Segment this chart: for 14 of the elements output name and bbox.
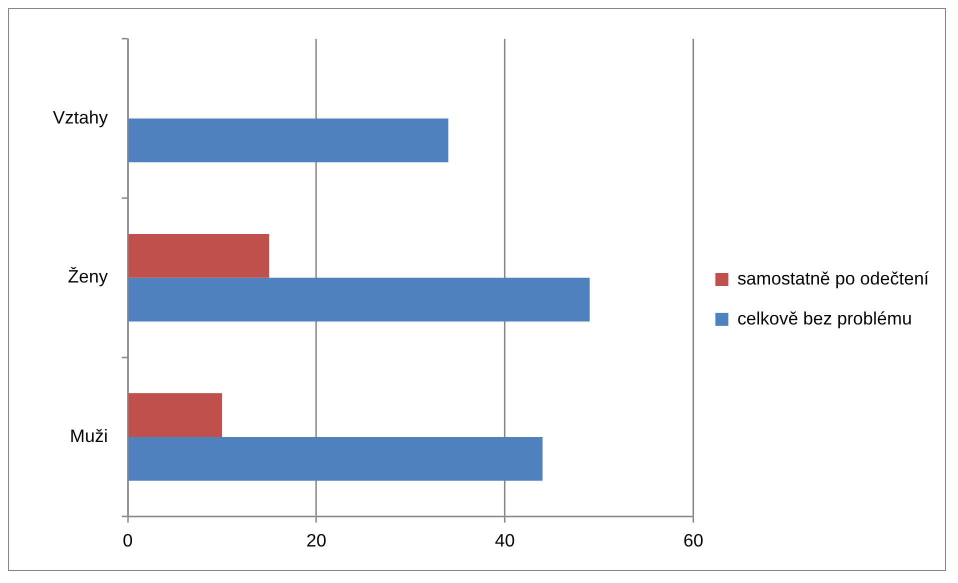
x-tick-label: 60 xyxy=(683,530,704,550)
bar xyxy=(128,393,222,437)
bar xyxy=(128,118,448,162)
legend-label: celkově bez problému xyxy=(737,308,912,328)
x-tick-label: 20 xyxy=(306,530,326,550)
bar xyxy=(128,234,270,278)
y-tick-label: Ženy xyxy=(68,266,108,287)
y-tick-label: Muži xyxy=(70,426,108,446)
x-tick-label: 0 xyxy=(122,530,133,550)
legend-label: samostatně po odečtení xyxy=(737,268,929,288)
y-tick-label: Vztahy xyxy=(52,107,108,128)
x-tick-label: 40 xyxy=(494,530,515,550)
bar xyxy=(128,436,543,481)
bar xyxy=(128,278,590,322)
